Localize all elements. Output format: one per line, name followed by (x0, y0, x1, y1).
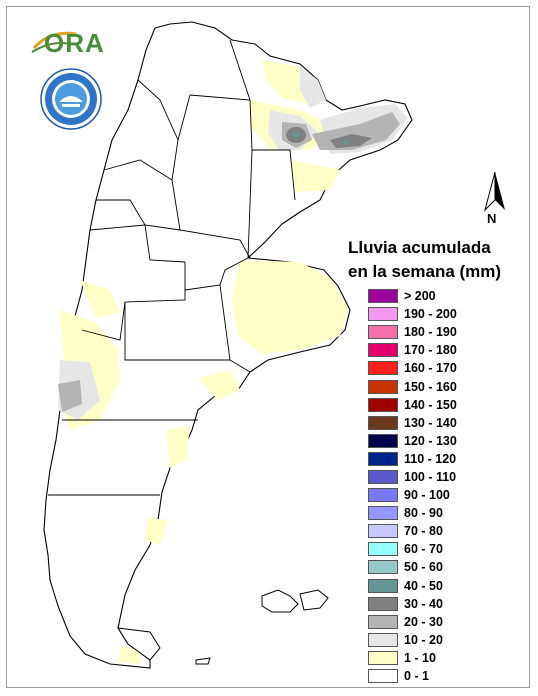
rain-zone-40-50 (292, 132, 349, 144)
legend-swatch (368, 415, 398, 430)
legend-item: 150 - 160 (368, 377, 457, 395)
legend-item: 80 - 90 (368, 504, 457, 522)
ora-logo (31, 31, 77, 53)
legend-swatch (368, 669, 398, 684)
legend-item: 50 - 60 (368, 558, 457, 576)
legend-label: 160 - 170 (404, 361, 457, 376)
legend-item: > 200 (368, 287, 457, 305)
legend-label: 30 - 40 (404, 596, 443, 611)
legend-title: Lluvia acumulada en la semana (mm) (348, 236, 501, 284)
legend-swatch (368, 596, 398, 611)
isla-de-los-estados (195, 657, 211, 665)
legend-label: 0 - 1 (404, 669, 430, 684)
tierra-del-fuego (117, 627, 161, 661)
legend-swatch (368, 469, 398, 484)
north-arrow-icon (484, 171, 505, 212)
legend-label: 50 - 60 (404, 560, 443, 575)
legend-title-line2: en la semana (mm) (348, 262, 502, 281)
legend-label: 20 - 30 (404, 614, 443, 629)
legend-label: 140 - 150 (404, 397, 457, 412)
legend-swatch (368, 578, 398, 593)
legend-list: > 200 190 - 200 180 - 190 170 - 180 160 - 17… (368, 287, 457, 685)
legend-item: 180 - 190 (368, 323, 457, 341)
legend-swatch (368, 632, 398, 647)
smn-seal-icon (40, 68, 102, 130)
legend-item: 170 - 180 (368, 341, 457, 359)
legend-swatch (368, 289, 398, 304)
legend-label: 80 - 90 (404, 506, 443, 521)
legend-item: 60 - 70 (368, 540, 457, 558)
legend-label: 110 - 120 (404, 451, 457, 466)
north-arrow-label: N (487, 211, 497, 226)
legend-item: 130 - 140 (368, 414, 457, 432)
legend-item: 120 - 130 (368, 432, 457, 450)
legend-swatch (368, 379, 398, 394)
legend-swatch (368, 343, 398, 358)
legend-swatch (368, 397, 398, 412)
legend-label: 130 - 140 (404, 415, 457, 430)
legend-label: 120 - 130 (404, 433, 457, 448)
legend-swatch (368, 451, 398, 466)
legend-label: 180 - 190 (404, 325, 457, 340)
legend-label: 1 - 10 (404, 650, 436, 665)
legend-label: > 200 (404, 289, 436, 304)
legend-label: 40 - 50 (404, 578, 443, 593)
province-borders (48, 39, 301, 496)
legend-item: 10 - 20 (368, 631, 457, 649)
legend-item: 160 - 170 (368, 359, 457, 377)
legend-swatch (368, 307, 398, 322)
legend-item: 90 - 100 (368, 486, 457, 504)
legend-item: 0 - 1 (368, 667, 457, 685)
legend-item: 190 - 200 (368, 305, 457, 323)
legend-item: 40 - 50 (368, 577, 457, 595)
legend-label: 190 - 200 (404, 307, 457, 322)
legend-swatch (368, 524, 398, 539)
rain-zone-30-40 (286, 127, 372, 148)
legend-swatch (368, 488, 398, 503)
legend-label: 100 - 110 (404, 469, 457, 484)
legend-swatch (368, 506, 398, 521)
legend-swatch (368, 542, 398, 557)
legend-label: 10 - 20 (404, 632, 443, 647)
legend-swatch (368, 433, 398, 448)
legend-item: 110 - 120 (368, 450, 457, 468)
legend-swatch (368, 614, 398, 629)
legend-item: 100 - 110 (368, 468, 457, 486)
legend-title-line1: Lluvia acumulada (348, 238, 491, 257)
legend-label: 90 - 100 (404, 488, 450, 503)
legend-label: 170 - 180 (404, 343, 457, 358)
legend-swatch (368, 650, 398, 665)
malvinas-islands (261, 589, 329, 613)
legend-item: 140 - 150 (368, 396, 457, 414)
ora-logo-text: ORA (44, 28, 105, 58)
legend-item: 1 - 10 (368, 649, 457, 667)
legend-item: 30 - 40 (368, 595, 457, 613)
legend-swatch (368, 560, 398, 575)
legend-item: 20 - 30 (368, 613, 457, 631)
legend-swatch (368, 325, 398, 340)
legend-label: 70 - 80 (404, 524, 443, 539)
legend-label: 60 - 70 (404, 542, 443, 557)
legend-swatch (368, 361, 398, 376)
legend-item: 70 - 80 (368, 522, 457, 540)
legend-label: 150 - 160 (404, 379, 457, 394)
